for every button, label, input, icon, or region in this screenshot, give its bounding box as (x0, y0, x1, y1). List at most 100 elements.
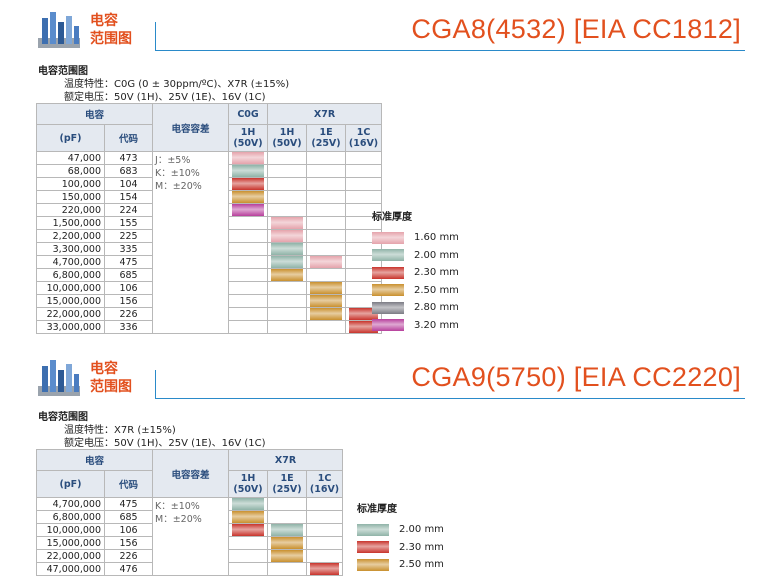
col-voltage: (25V) (311, 138, 341, 149)
capacitance-value: 10,000,000 (36, 281, 105, 295)
capacitance-code: 473 (103, 151, 154, 165)
capacitance-value: 4,700,000 (36, 497, 105, 511)
availability-cell (228, 294, 269, 308)
availability-cell (345, 164, 383, 178)
capacitance-code: 224 (103, 203, 154, 217)
capacitance-value: 47,000 (36, 151, 105, 165)
header-pf: (pF) (36, 124, 105, 152)
legend-label: 2.80 mm (414, 302, 459, 314)
capacitance-value: 15,000,000 (36, 536, 105, 550)
availability-cell (267, 549, 308, 563)
legend-item: 1.60 mm (372, 229, 459, 247)
availability-cell (306, 510, 344, 524)
table-row: 10,000,000 106 (36, 523, 344, 537)
availability-cell (306, 177, 347, 191)
legend-swatch (372, 319, 404, 332)
col-code: 1C (356, 127, 371, 138)
temp-label: 温度特性： (64, 425, 114, 436)
voltage-value: 50V (1H)、25V (1E)、16V (1C) (114, 438, 266, 449)
availability-cell (306, 242, 347, 256)
availability-cell (228, 510, 269, 524)
title-divider (155, 370, 156, 398)
header-capacitance: 电容 (35, 103, 154, 125)
availability-cell (228, 320, 269, 334)
capacitance-code: 336 (103, 320, 154, 334)
legend-swatch (372, 266, 404, 279)
thickness-bar (271, 256, 304, 268)
legend-label: 2.00 mm (399, 524, 444, 536)
thickness-bar (310, 563, 340, 575)
section-cga9: 电容 范围图 CGA9(5750) [EIA CC2220] 电容范围图 温度特… (0, 348, 775, 585)
availability-cell (267, 242, 308, 256)
col-voltage: (50V) (272, 138, 302, 149)
capacitance-table: 电容 电容容差 X7R (pF) 代码 1H (50V) 1E (25V) 1C (1… (35, 449, 344, 576)
thickness-bar (310, 308, 343, 320)
subtitle: 电容范围图 (38, 412, 88, 423)
temp-spec: 温度特性：C0G (0 ± 30ppm/ºC)、X7R (±15%) (64, 75, 289, 90)
availability-cell (306, 307, 347, 321)
thickness-bar (349, 321, 379, 333)
availability-cell (306, 203, 347, 217)
thickness-legend: 标准厚度 2.00 mm 2.30 mm 2.50 mm (357, 500, 444, 574)
capacitor-range-logo-icon (38, 12, 80, 48)
header-col-voltage: 1H (50V) (228, 470, 269, 498)
capacitance-code: 685 (103, 510, 154, 524)
availability-cell (228, 203, 269, 217)
col-voltage: (25V) (272, 484, 302, 495)
legend-item: 2.50 mm (372, 282, 459, 300)
table-row: 15,000,000 156 (36, 294, 383, 308)
capacitance-value: 4,700,000 (36, 255, 105, 269)
legend-label: 2.30 mm (414, 267, 459, 279)
header-col-voltage: 1E (25V) (267, 470, 308, 498)
table-row: 47,000,000 476 (36, 562, 344, 576)
legend-swatch (357, 523, 389, 536)
col-code: 1C (317, 473, 332, 484)
legend-item: 2.80 mm (372, 299, 459, 317)
legend-label: 2.50 mm (414, 284, 459, 296)
availability-cell (228, 229, 269, 243)
col-code: 1E (280, 473, 294, 484)
legend-swatch (357, 541, 389, 554)
availability-cell (228, 523, 269, 537)
availability-cell (228, 216, 269, 230)
capacitance-value: 22,000,000 (36, 307, 105, 321)
capacitance-code: 475 (103, 255, 154, 269)
part-title: CGA9(5750) [EIA CC2220] (411, 362, 741, 392)
availability-cell (267, 497, 308, 511)
tolerance-list: J：±5% K：±10% M：±20% (152, 151, 230, 334)
tolerance-item: K：±10% (155, 501, 200, 512)
availability-cell (228, 177, 269, 191)
capacitance-code: 106 (103, 281, 154, 295)
title-rule (155, 50, 745, 51)
header-col-voltage: 1H (50V) (267, 124, 308, 152)
availability-cell (306, 229, 347, 243)
legend-swatch (372, 231, 404, 244)
header-code: 代码 (103, 124, 154, 152)
thickness-bar (310, 256, 343, 268)
availability-cell (228, 164, 269, 178)
availability-cell (306, 164, 347, 178)
capacitance-code: 104 (103, 177, 154, 191)
thickness-legend: 标准厚度 1.60 mm 2.00 mm 2.30 mm 2.50 mm 2.80 mm… (372, 208, 459, 334)
capacitance-code: 156 (103, 294, 154, 308)
availability-cell (228, 268, 269, 282)
availability-cell (306, 294, 347, 308)
availability-cell (306, 320, 347, 334)
availability-cell (228, 281, 269, 295)
capacitance-code: 683 (103, 164, 154, 178)
voltage-label: 额定电压： (64, 438, 114, 449)
availability-cell (267, 281, 308, 295)
header-pf: (pF) (36, 470, 105, 498)
legend-swatch (372, 249, 404, 262)
tolerance-item: M：±20% (155, 181, 202, 192)
header-col-voltage: 1C (16V) (345, 124, 383, 152)
availability-cell (267, 203, 308, 217)
legend-title: 标准厚度 (357, 504, 397, 515)
section-label: 电容 范围图 (90, 360, 132, 396)
temp-value: X7R (±15%) (114, 425, 176, 436)
availability-cell (306, 281, 347, 295)
availability-cell (267, 510, 308, 524)
tolerance-item: J：±5% (155, 155, 191, 166)
availability-cell (267, 268, 308, 282)
col-code: 1H (240, 473, 256, 484)
